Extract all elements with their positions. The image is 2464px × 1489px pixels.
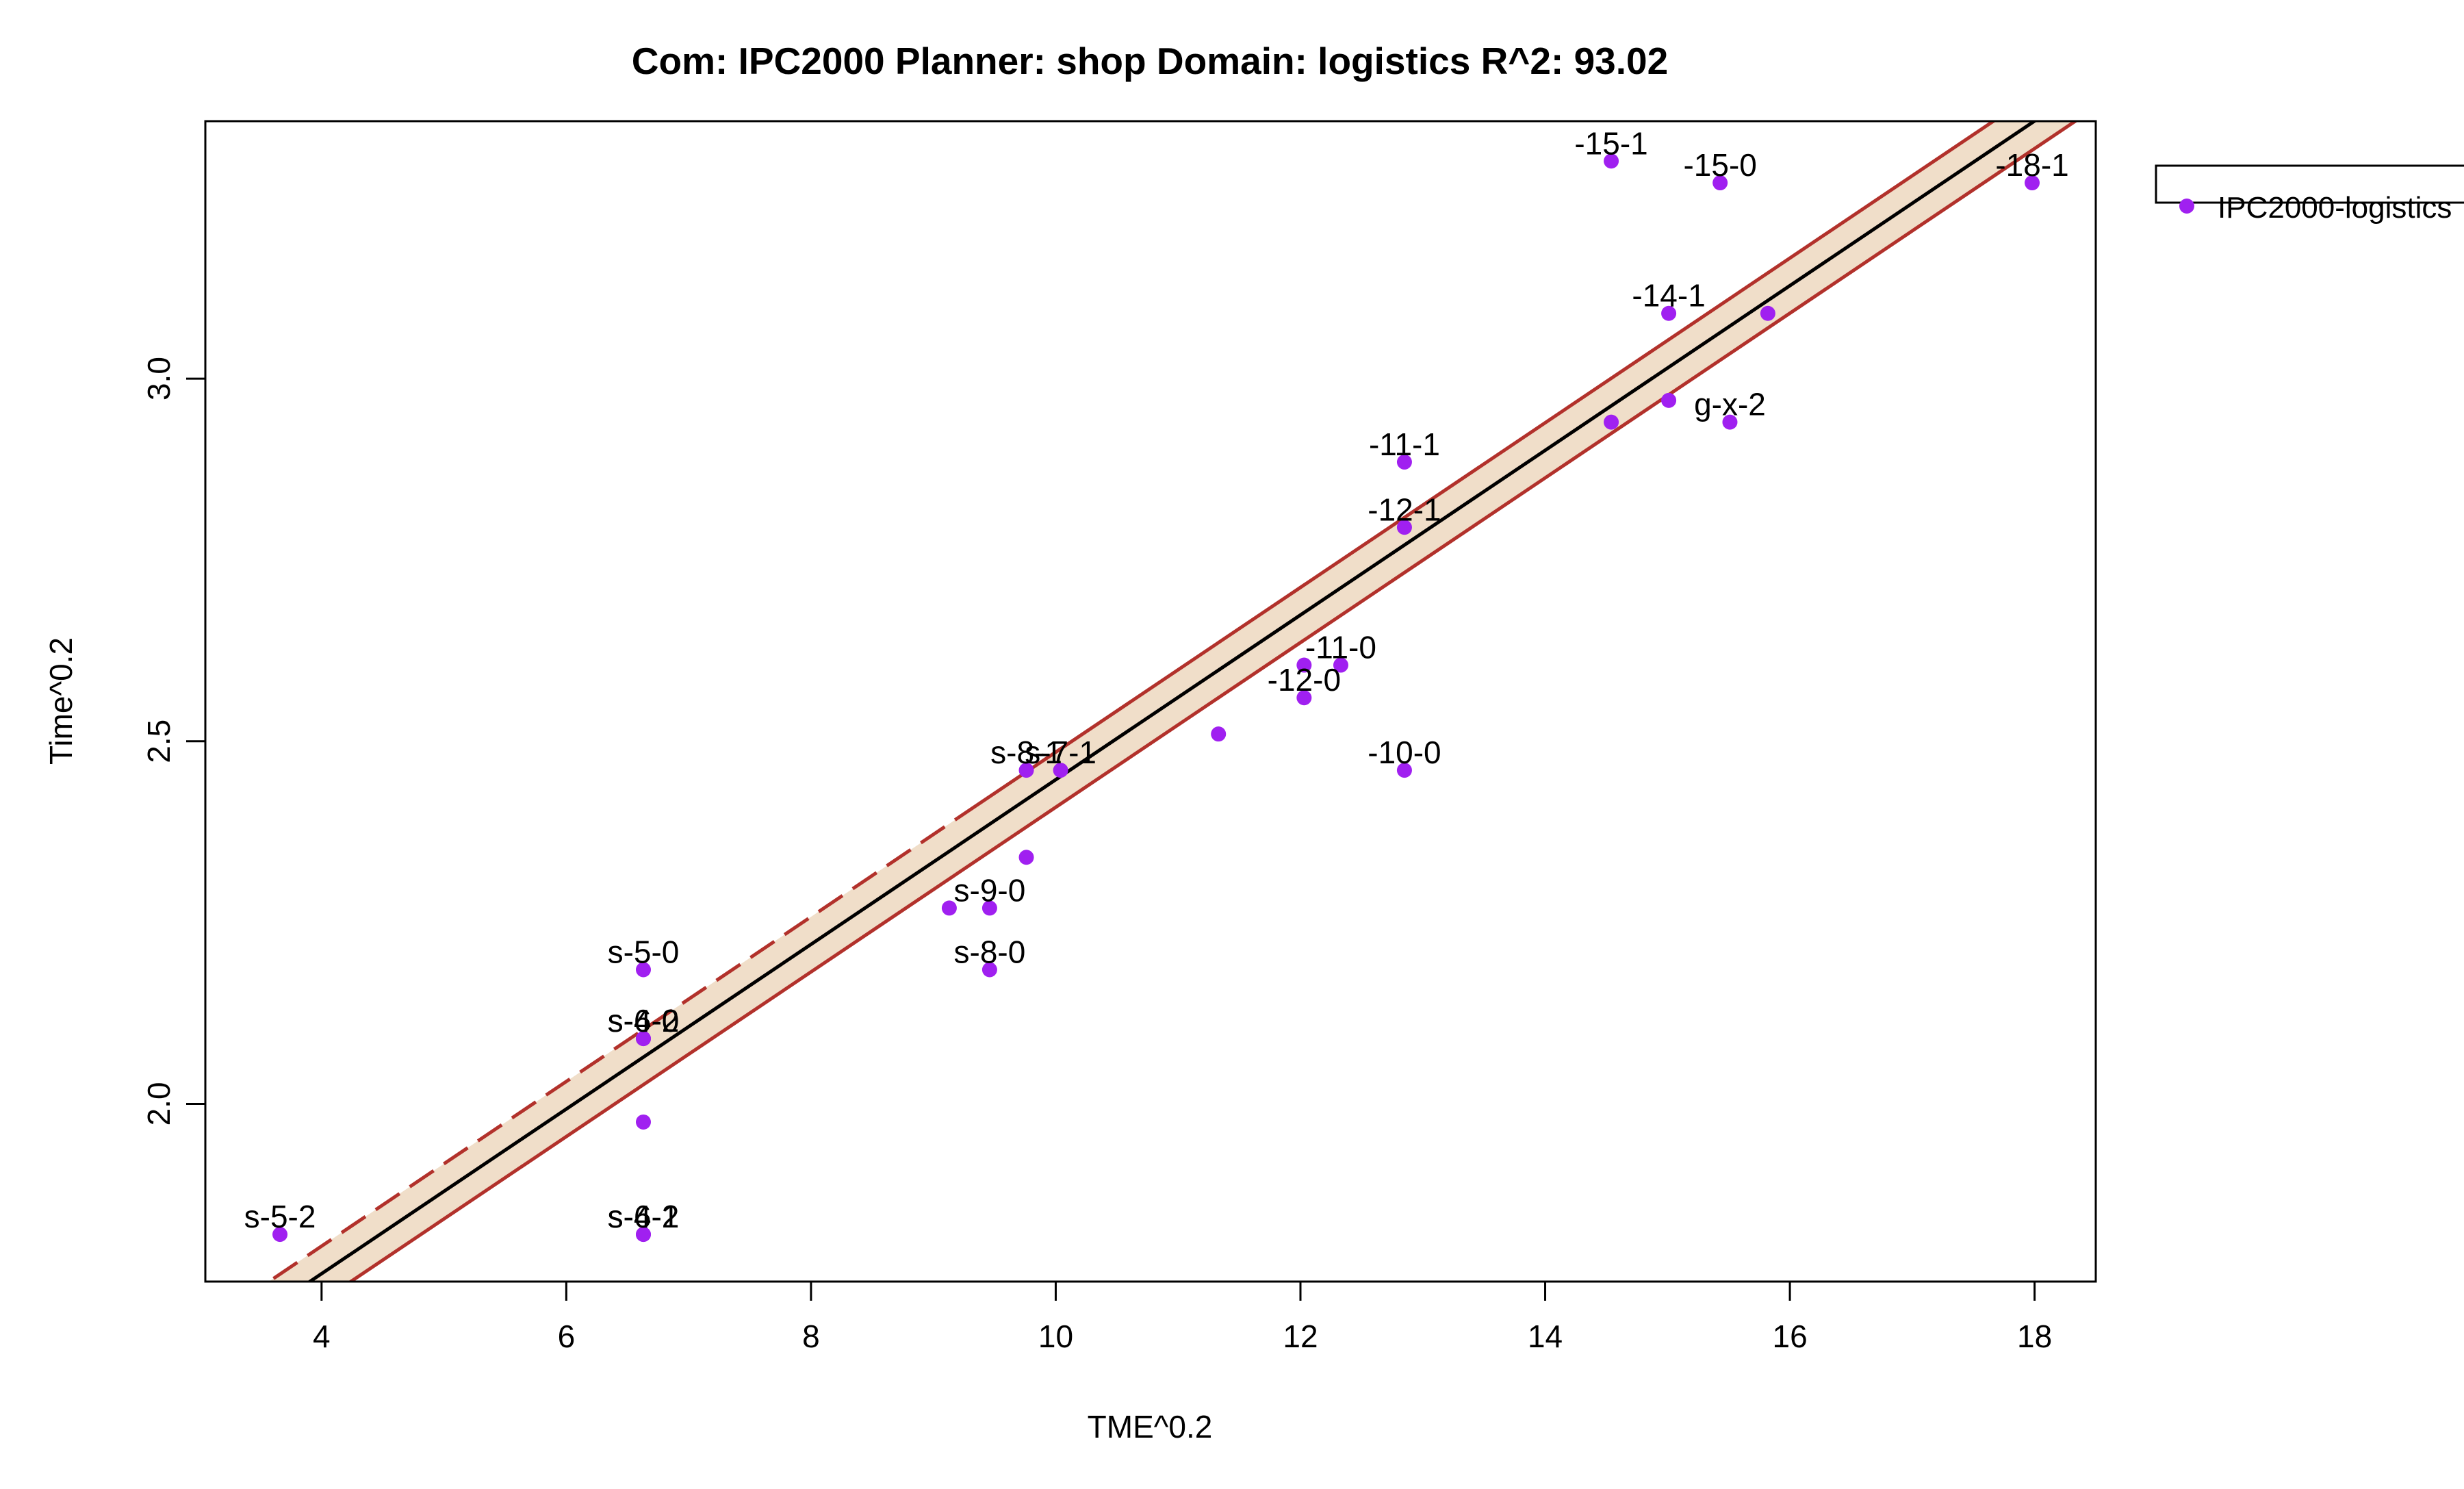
point-label: -15-1 <box>1574 125 1647 161</box>
y-tick-label: 2.5 <box>141 720 177 763</box>
data-point <box>635 1227 651 1243</box>
point-label: s-4-2 <box>608 1199 680 1234</box>
point-label: s-5-2 <box>244 1199 316 1234</box>
x-tick-label: 18 <box>2017 1319 2052 1354</box>
data-point <box>1053 763 1068 778</box>
data-point <box>1604 153 1619 169</box>
data-point <box>1712 175 1728 191</box>
data-point <box>981 900 997 916</box>
point-label: s-7-1 <box>1025 735 1096 770</box>
point-label: s-8-1 <box>990 735 1062 770</box>
data-point <box>272 1227 288 1243</box>
point-label: s-9-0 <box>954 872 1026 908</box>
chart-title: Com: IPC2000 Planner: shop Domain: logis… <box>632 40 1668 82</box>
data-point <box>1333 657 1348 673</box>
band-upper-line <box>957 121 1997 819</box>
point-label: -11-1 <box>1369 427 1440 462</box>
data-point <box>1722 414 1738 430</box>
point-label: -12-0 <box>1268 662 1341 698</box>
data-point <box>1760 305 1775 321</box>
x-axis-label: TME^0.2 <box>1088 1409 1213 1445</box>
point-label: -18-1 <box>1995 147 2068 183</box>
point-label: -10-0 <box>1368 735 1441 770</box>
data-point <box>1396 520 1412 535</box>
point-label: s-6-0 <box>608 1003 680 1039</box>
point-label: s-5-0 <box>608 934 680 969</box>
data-point <box>1661 305 1677 321</box>
data-point <box>1661 392 1677 408</box>
point-label: g-x-2 <box>1694 387 1766 422</box>
point-label: -11-0 <box>1305 630 1376 665</box>
point-labels: s-5-2 s-4-2s-6-1s-6-0s-4-2s-5-0s-9-0s-8-0… <box>244 125 2069 1234</box>
data-point <box>635 1031 651 1047</box>
legend-marker <box>2179 199 2194 214</box>
y-tick-label: 2.0 <box>141 1082 177 1125</box>
legend-box <box>2155 164 2464 204</box>
confidence-band <box>266 121 2079 1282</box>
data-point <box>1396 454 1412 470</box>
data-point <box>1211 726 1227 742</box>
point-label: s-4-2 <box>608 1003 680 1039</box>
y-tick-label: 3.0 <box>141 357 177 400</box>
point-label: s-8-0 <box>954 934 1026 969</box>
point-label: -12-1 <box>1368 492 1441 527</box>
data-point <box>1018 763 1034 778</box>
data-point <box>941 900 957 916</box>
y-axis-label: Time^0.2 <box>43 637 79 765</box>
data-points <box>272 153 2040 1243</box>
x-tick-label: 6 <box>558 1319 576 1354</box>
legend-entry: IPC2000-logistics <box>2218 191 2452 225</box>
legend: IPC2000-logistics <box>2155 164 2464 225</box>
x-tick-label: 8 <box>802 1319 820 1354</box>
point-label: s-6-1 <box>608 1199 680 1234</box>
band-upper-dashed <box>266 816 959 1282</box>
data-point <box>1296 690 1312 706</box>
data-point <box>635 1114 651 1130</box>
fit-line <box>307 121 2038 1282</box>
data-point <box>2025 175 2040 191</box>
x-tick-label: 12 <box>1283 1319 1318 1354</box>
data-point <box>635 962 651 978</box>
point-label: -14-1 <box>1632 278 1705 314</box>
data-point <box>1396 763 1412 778</box>
data-point <box>1604 414 1619 430</box>
data-point <box>1296 657 1312 673</box>
point-label: -15-0 <box>1683 147 1756 183</box>
x-tick-label: 14 <box>1528 1319 1563 1354</box>
band-lower-line <box>348 121 2079 1282</box>
x-tick-label: 10 <box>1038 1319 1073 1354</box>
data-point <box>981 962 997 978</box>
x-tick-label: 16 <box>1772 1319 1807 1354</box>
x-axis: 4 6 8 10 12 14 16 18 <box>313 1280 2052 1354</box>
data-point <box>1018 850 1034 865</box>
x-tick-label: 4 <box>313 1319 331 1354</box>
y-axis: 2.0 2.5 3.0 <box>141 357 207 1125</box>
